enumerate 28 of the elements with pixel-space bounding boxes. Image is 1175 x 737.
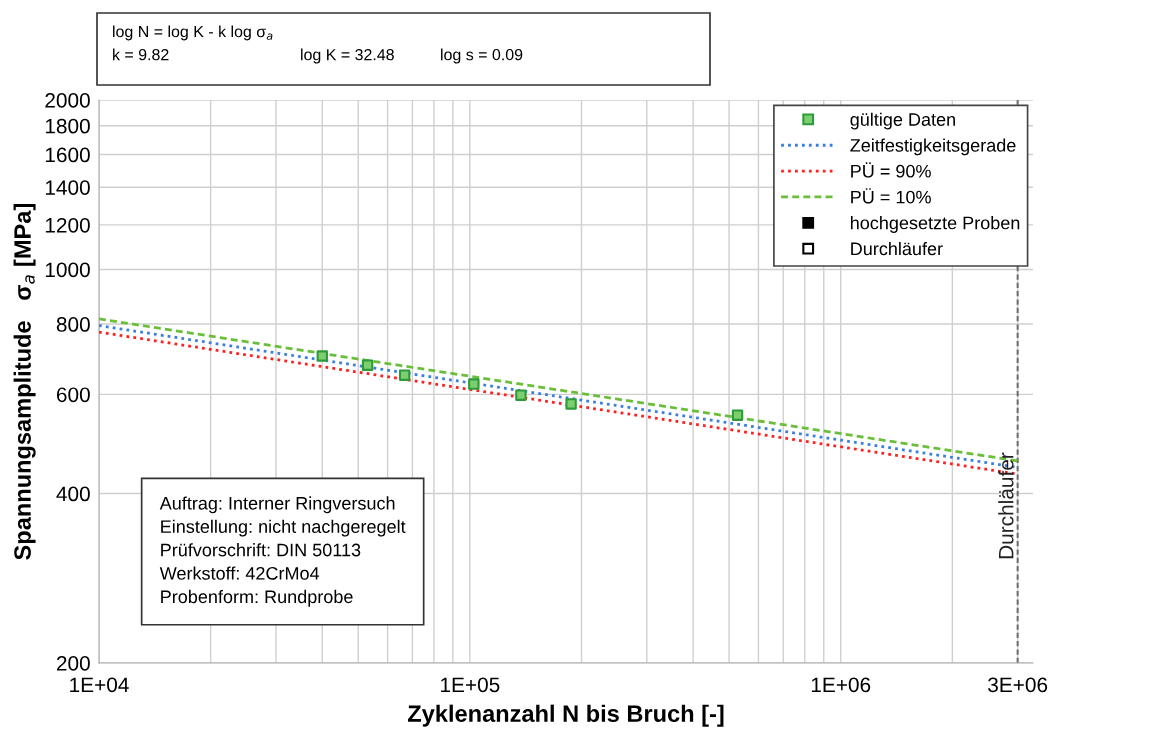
text: log N = log K - k log σ$_{a}$ [113,25,273,41]
legend-label: hochgesetzte Proben [850,216,1020,233]
legend-label: PÜ = 90% [851,162,931,178]
x-tick-label: 1E+04 [70,677,129,693]
y-tick-label: 2000 [45,93,90,108]
y-tick-label: 200 [56,656,90,671]
y-tick-label: 1000 [45,262,90,278]
y-tick-label: 600 [56,387,90,403]
text: log s = 0.09 [441,48,523,64]
legend-label: Zeitfestigkeitsgerade [850,138,1016,156]
ref-line-label: Durchläufer [998,452,1014,559]
y-tick-label: 1200 [45,217,90,233]
y-tick-label: 1600 [45,147,90,163]
annotation: Auftrag: Interner Ringversuch Einstellung: nicht nachgeregelt Prüfvorschrift: DIN 50113 Werkstoff: 42CrMo4 Probenform: Rundprobe [159,496,406,607]
x-tick-label: 3E+06 [988,677,1048,693]
y-axis-title: Spannungsamplitude σ$_{a}$ [MPa] [13,204,36,560]
x-tick-label: 1E+06 [811,677,871,693]
x-axis-title: Zyklenanzahl N bis Bruch [-] [407,704,724,727]
legend-label: gültige Daten [850,112,955,130]
legend-label: PÜ = 10% [851,188,931,204]
y-tick-label: 400 [56,486,90,502]
text: k = 9.82 [113,48,169,61]
text: log K = 32.48 [301,48,394,64]
y-tick-label: 1400 [45,180,90,195]
y-tick-label: 1800 [45,118,90,134]
x-tick-label: 1E+05 [441,677,500,693]
legend-label: Durchläufer [851,241,943,256]
y-tick-label: 800 [56,317,90,332]
